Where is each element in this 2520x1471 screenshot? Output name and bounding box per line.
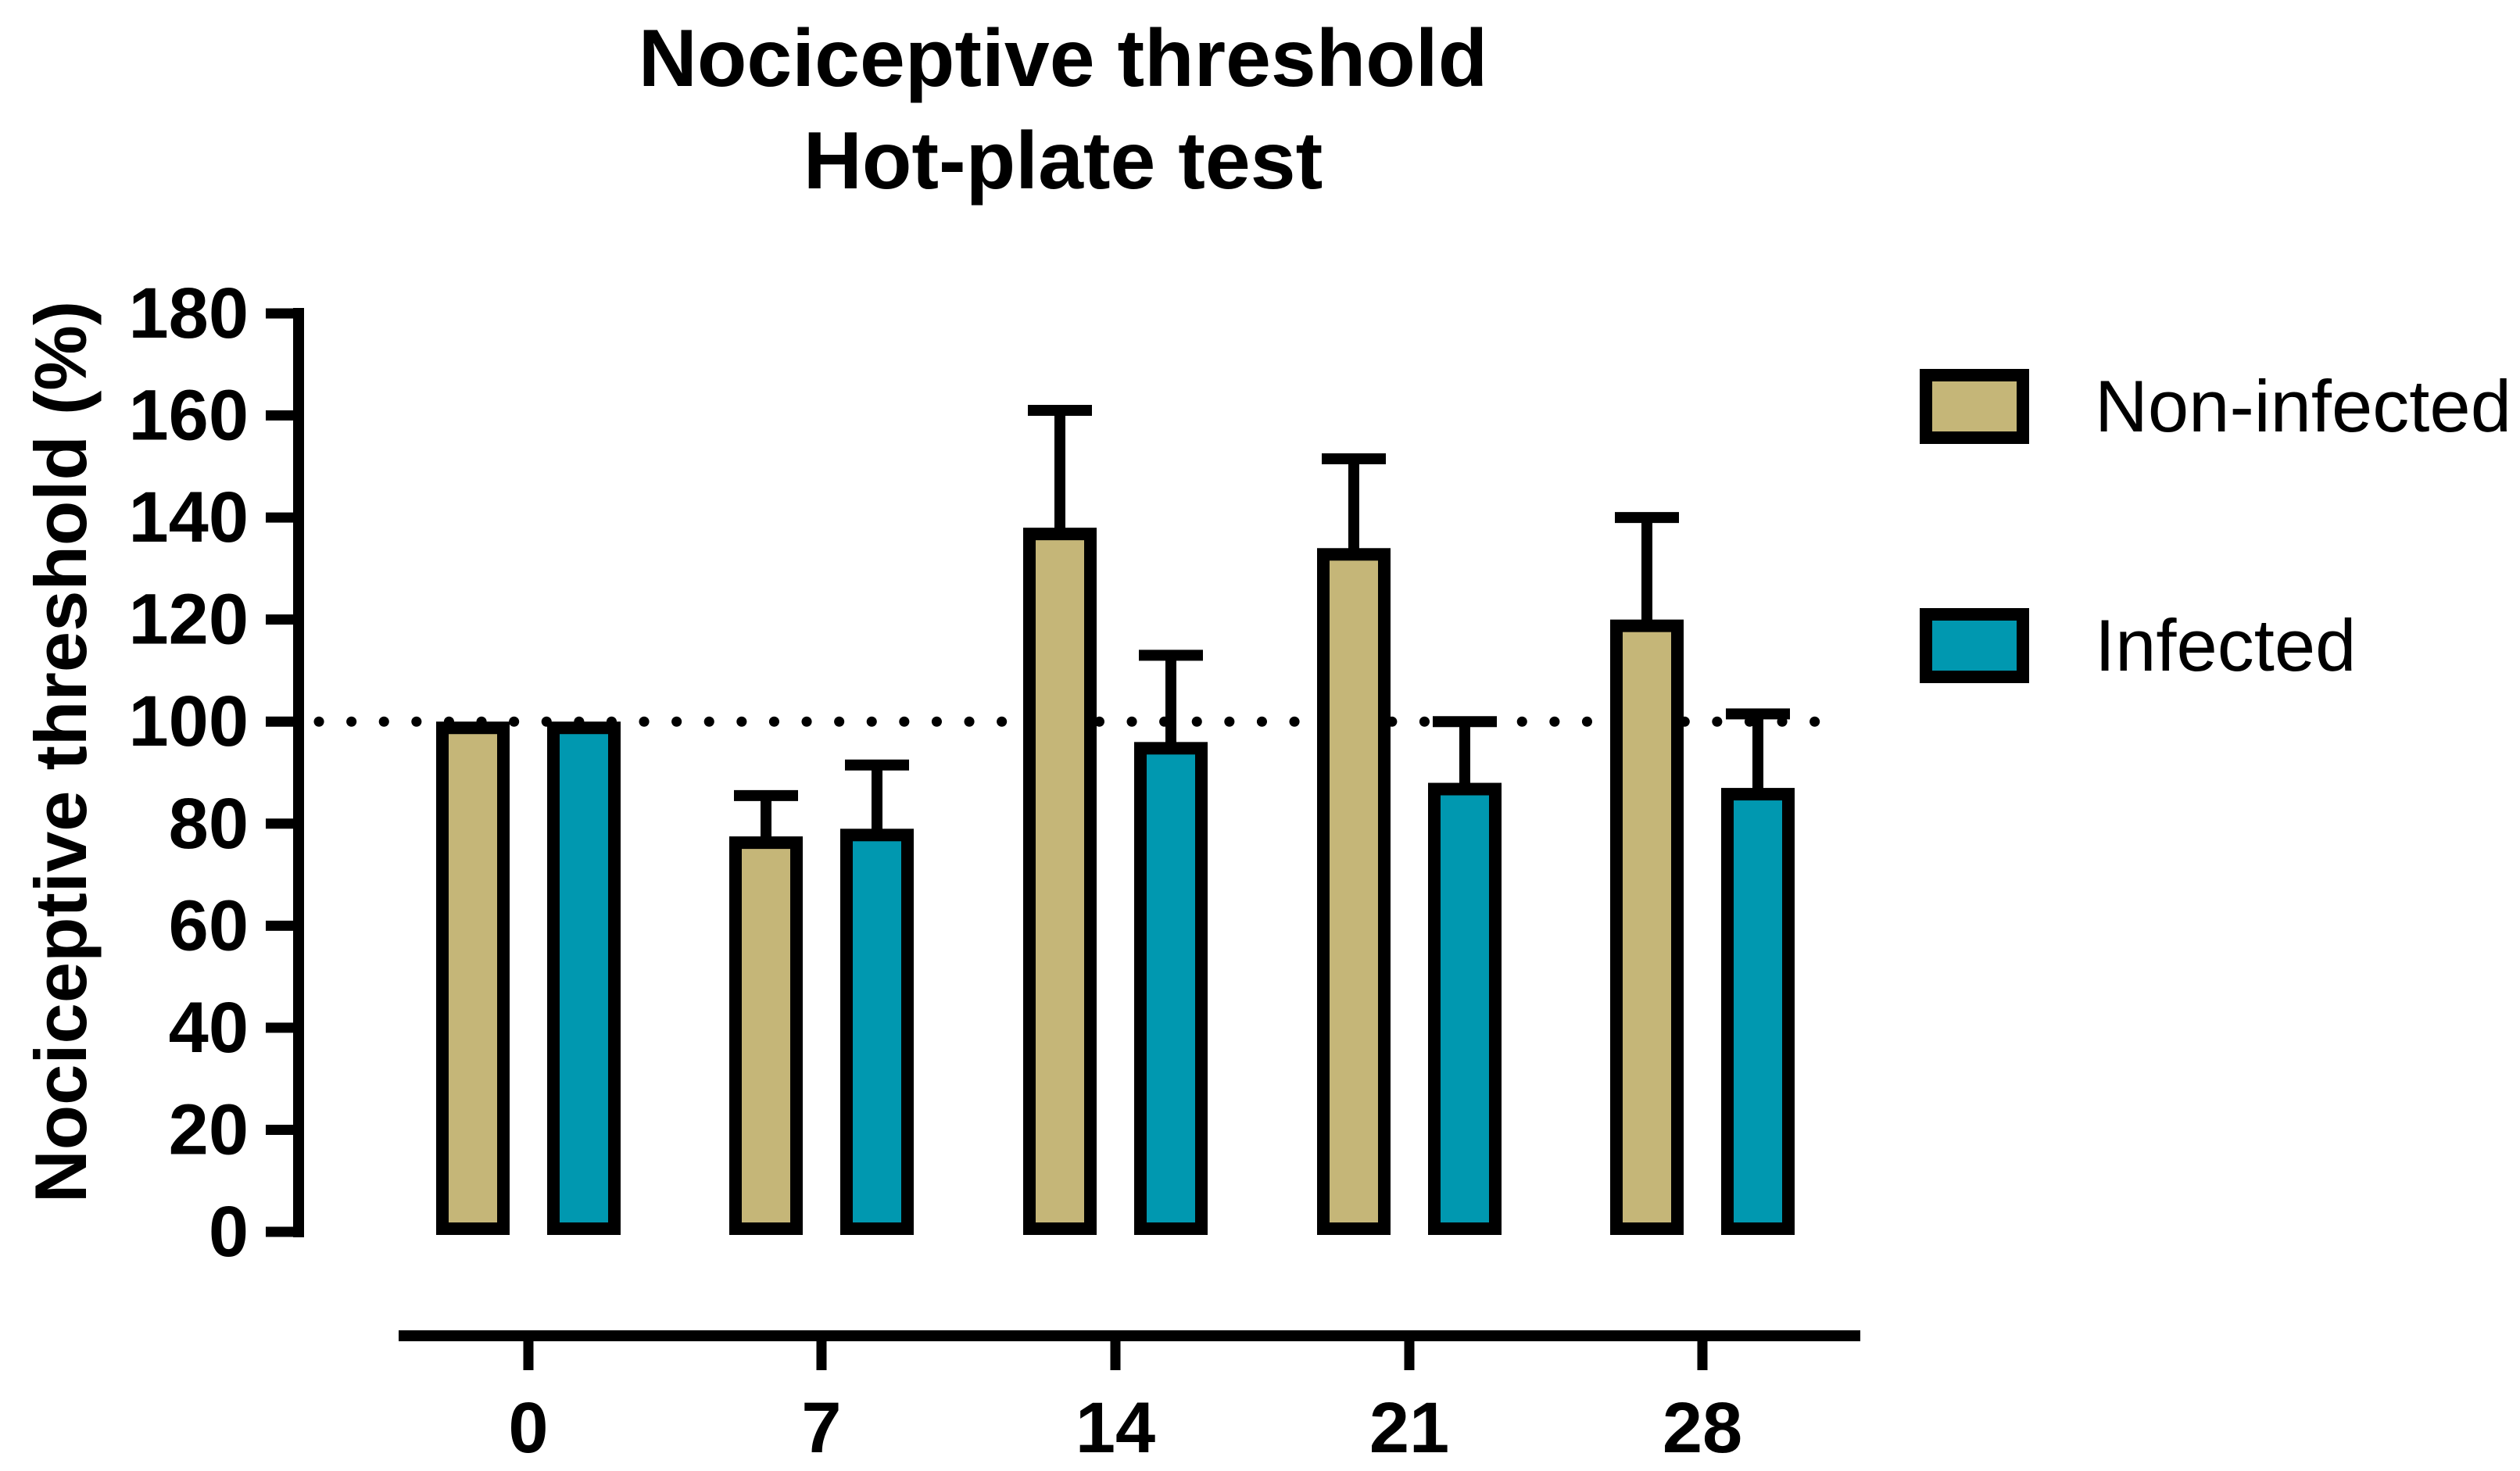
x-tick-label-28: 28 (1663, 1388, 1742, 1468)
y-tick-label-100: 100 (129, 682, 249, 761)
legend-swatch-non-infected (1920, 369, 2029, 444)
x-tick-label-14: 14 (1076, 1388, 1155, 1468)
legend-swatch-infected (1920, 608, 2029, 683)
legend-item-infected: Infected (1920, 604, 2511, 686)
y-tick-label-80: 80 (169, 784, 249, 864)
y-tick-label-60: 60 (169, 886, 249, 965)
bar-infected-day14 (1134, 742, 1208, 1235)
y-tick-label-140: 140 (129, 478, 249, 557)
chart-title: Nociceptive threshold Hot-plate test (0, 8, 2126, 213)
bar-infected-day21 (1428, 782, 1502, 1235)
y-tick-label-160: 160 (129, 376, 249, 456)
legend-label-infected: Infected (2095, 604, 2357, 686)
x-tick-label-7: 7 (801, 1388, 841, 1468)
chart-title-line1: Nociceptive threshold (638, 13, 1488, 104)
bar-non-infected-day0 (436, 721, 510, 1235)
bar-non-infected-day14 (1023, 528, 1097, 1235)
x-tick-label-21: 21 (1369, 1388, 1449, 1468)
bar-infected-day7 (840, 829, 914, 1235)
legend-label-non-infected: Non-infected (2095, 365, 2511, 447)
bar-infected-day0 (547, 721, 621, 1235)
y-tick-label-20: 20 (169, 1090, 249, 1169)
y-tick-label-0: 0 (209, 1192, 249, 1272)
y-tick-label-40: 40 (169, 988, 249, 1068)
y-tick-label-180: 180 (129, 274, 249, 353)
x-tick-label-0: 0 (508, 1388, 548, 1468)
bar-infected-day28 (1721, 788, 1795, 1235)
y-tick-label-120: 120 (129, 580, 249, 660)
bar-non-infected-day28 (1610, 619, 1684, 1235)
bar-non-infected-day21 (1317, 548, 1391, 1235)
bar-non-infected-day7 (729, 836, 803, 1235)
legend: Non-infected Infected (1920, 365, 2511, 847)
chart-title-line2: Hot-plate test (803, 116, 1323, 207)
legend-item-non-infected: Non-infected (1920, 365, 2511, 447)
